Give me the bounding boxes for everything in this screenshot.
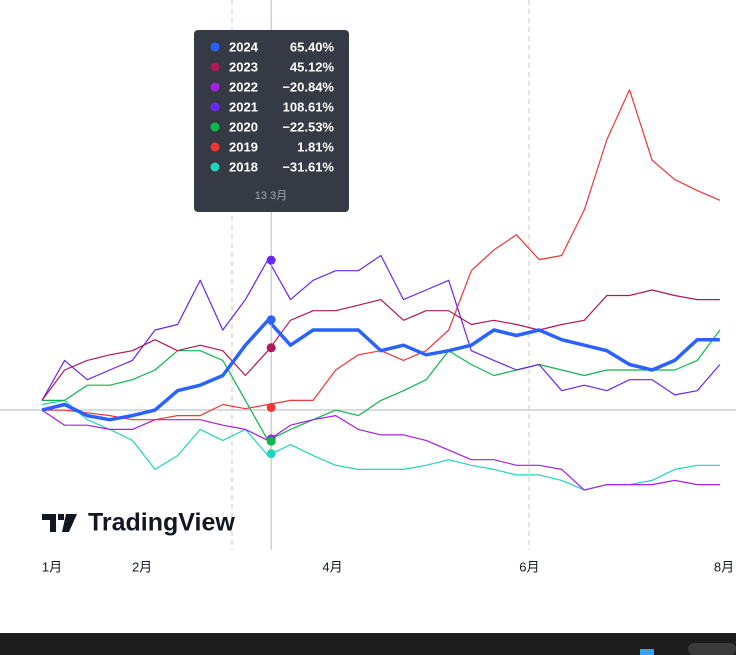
legend-name: 2022	[229, 79, 258, 94]
x-tick-label: 4月	[322, 559, 342, 574]
legend-dot	[210, 142, 220, 152]
tooltip-value: 45.12%	[290, 59, 335, 74]
overlay: 2024 65.40% 2023 45.12% 2022 −20.84% 2021 108.6…	[194, 0, 349, 550]
legend-name: 2024	[229, 39, 259, 54]
tooltip-date: 13 3月	[255, 190, 287, 202]
legend-name: 2018	[229, 159, 258, 174]
tooltip	[194, 30, 349, 212]
series-line	[41, 409, 720, 491]
crosshair-dot	[266, 449, 276, 459]
tooltip-value: −22.53%	[282, 119, 334, 134]
crosshair-dot	[266, 315, 276, 325]
tooltip-value: −31.61%	[282, 159, 334, 174]
x-tick-label: 6月	[519, 559, 539, 574]
series-line	[42, 329, 721, 441]
watermark: TradingView	[42, 509, 235, 537]
tooltip-value: 1.81%	[297, 139, 334, 154]
series-line	[41, 318, 720, 422]
tooltip-value: 65.40%	[290, 39, 335, 54]
crosshair-dot	[266, 403, 276, 413]
plot	[0, 89, 736, 491]
crosshair-dot	[266, 436, 276, 446]
legend-dot	[210, 62, 220, 72]
legend-name: 2023	[229, 59, 258, 74]
tooltip-value: 108.61%	[283, 99, 335, 114]
taskbar	[0, 633, 736, 655]
legend-name: 2019	[229, 139, 258, 154]
taskbar-icon	[640, 649, 654, 655]
legend-dot	[210, 42, 220, 52]
logo-text: TradingView	[88, 509, 235, 537]
legend-dot	[210, 122, 220, 132]
series-line	[41, 289, 720, 401]
legend-dot	[210, 162, 220, 172]
tooltip-value: −20.84%	[282, 79, 334, 94]
legend-dot	[210, 82, 220, 92]
legend-name: 2021	[229, 99, 258, 114]
legend-name: 2020	[229, 119, 258, 134]
crosshair-dot	[266, 255, 276, 265]
taskbar-button	[688, 643, 736, 655]
x-tick-label: 8月	[714, 559, 734, 574]
x-tick-label: 2月	[132, 559, 152, 574]
legend-dot	[210, 102, 220, 112]
x-tick-label: 1月	[42, 559, 62, 574]
series-line	[41, 254, 721, 401]
crosshair-dot	[266, 343, 276, 353]
logo-icon	[42, 514, 77, 532]
